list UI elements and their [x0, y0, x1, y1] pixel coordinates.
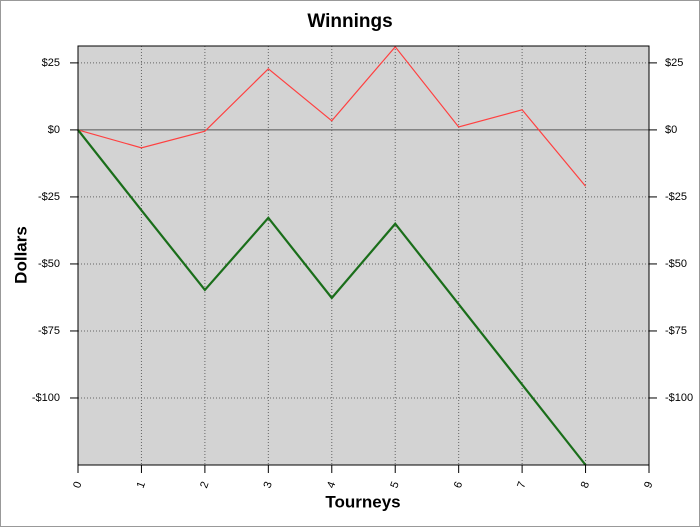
x-tick-label: 3: [262, 480, 275, 490]
x-tick-label: 1: [135, 480, 148, 490]
y-axis-title: Dollars: [11, 226, 30, 284]
y2-tick-label: $0: [665, 124, 677, 136]
x-tick-label: 4: [325, 480, 338, 490]
y2-tick-label: -$25: [665, 191, 687, 203]
chart-title: Winnings: [307, 11, 392, 32]
y-tick-label: -$100: [32, 392, 60, 404]
marks: [77, 45, 587, 466]
y2-tick-label: -$75: [665, 325, 687, 337]
y-tick-label: $25: [42, 57, 60, 69]
y-tick-label: -$75: [38, 325, 60, 337]
series-line: [77, 45, 587, 187]
y-tick-label: -$50: [38, 258, 60, 270]
x-axis-title: Tourneys: [325, 492, 400, 511]
y2-tick-label: $25: [665, 57, 683, 69]
x-tick-label: 5: [388, 480, 401, 490]
y-tick-label: -$25: [38, 191, 60, 203]
plot-area: [78, 46, 649, 465]
plot-border: [77, 45, 650, 466]
y2-tick-label: -$50: [665, 258, 687, 270]
x-tick-label: 7: [515, 480, 528, 490]
x-tick-label: 8: [579, 480, 592, 490]
series-line: [77, 129, 587, 466]
x-tick-label: 0: [71, 480, 84, 490]
y2-tick-label: -$100: [665, 392, 693, 404]
y-tick-label: $0: [48, 124, 60, 136]
x-tick-label: 9: [642, 480, 655, 490]
x-tick-label: 6: [452, 480, 465, 490]
x-tick-label: 2: [198, 480, 211, 490]
